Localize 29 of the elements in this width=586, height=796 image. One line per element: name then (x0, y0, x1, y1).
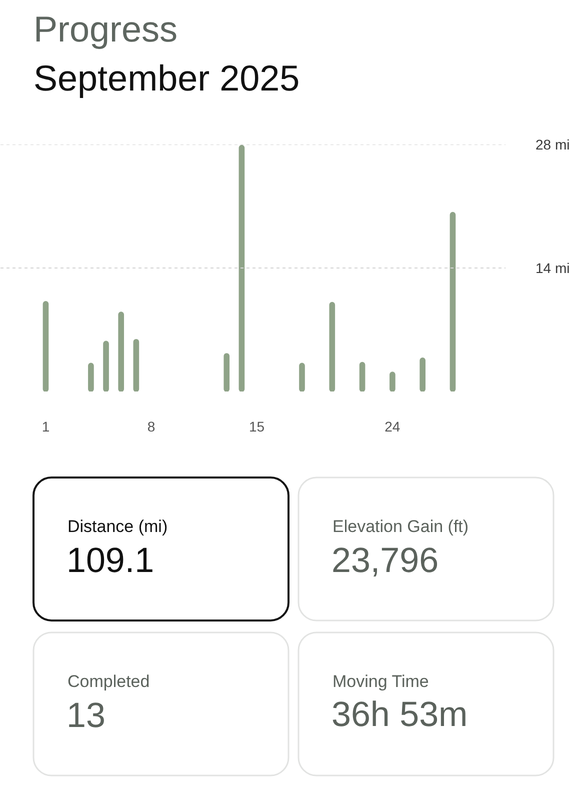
bar (42, 301, 49, 392)
category-label: Elevation Gain (ft) (332, 517, 469, 536)
category-label: Distance (mi) (68, 517, 168, 536)
x-tick-label: 1 (42, 418, 50, 434)
bar (420, 357, 426, 392)
bar (224, 353, 230, 392)
category-label: Moving Time (332, 672, 429, 691)
bar (88, 362, 94, 392)
bar (133, 338, 140, 392)
bar (299, 362, 305, 392)
bar (329, 302, 336, 392)
text: 23,796 (332, 541, 439, 580)
text: 13 (66, 696, 106, 735)
bar (450, 212, 456, 392)
bar (118, 312, 124, 392)
chart-subtitle: September 2025 (34, 58, 300, 98)
text: 36h 53m (332, 695, 468, 734)
y-tick-label: 14 mi (536, 260, 570, 276)
bar (238, 144, 245, 392)
y-tick-label: 28 mi (536, 136, 570, 152)
bar (390, 372, 396, 392)
x-tick-label: 24 (384, 418, 400, 434)
bar (359, 362, 366, 392)
text: 109.1 (66, 541, 154, 580)
chart-title: Progress (34, 8, 178, 50)
x-tick-label: 15 (248, 418, 265, 434)
bar (103, 340, 109, 392)
category-label: Completed (68, 672, 150, 691)
x-tick-label: 8 (147, 418, 156, 434)
